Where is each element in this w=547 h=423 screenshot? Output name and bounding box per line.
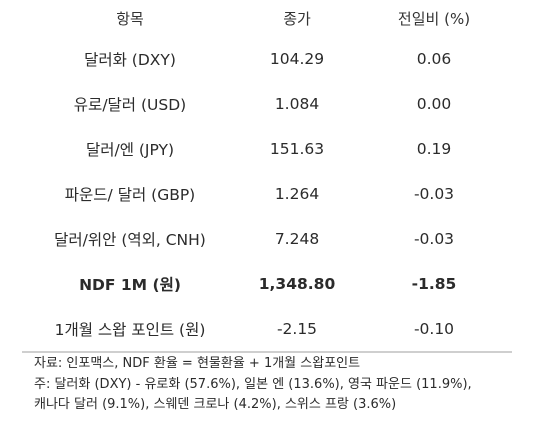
row-item: 1개월 스왑 포인트 (원): [22, 306, 238, 353]
row-close: 104.29: [269, 49, 325, 68]
row-change: 0.06: [416, 49, 452, 68]
table-row: 유로/달러 (USD) 1.084 0.00: [22, 81, 512, 126]
row-change: 0.00: [416, 94, 452, 113]
row-item: 달러/엔 (JPY): [85, 140, 175, 159]
row-item: 달러/위안 (역외, CNH): [54, 230, 206, 249]
table-row-highlight: NDF 1M (원) 1,348.80 -1.85: [22, 261, 512, 306]
row-change: -0.03: [413, 229, 455, 248]
table-row: 1개월 스왑 포인트 (원) -2.15 -0.10: [22, 306, 512, 353]
row-close: 151.63: [269, 139, 325, 158]
row-change: -0.10: [356, 306, 512, 353]
row-close: -2.15: [238, 306, 356, 353]
row-close: 7.248: [274, 229, 320, 248]
table-row: 달러/위안 (역외, CNH) 7.248 -0.03: [22, 216, 512, 261]
table-body: 달러화 (DXY) 104.29 0.06 유로/달러 (USD) 1.084 …: [22, 36, 512, 353]
header-change: 전일비 (%): [397, 9, 471, 28]
header-row: 항목 종가 전일비 (%): [22, 0, 512, 36]
row-close: 1.084: [274, 94, 320, 113]
row-change: 0.19: [416, 139, 452, 158]
table-row: 달러화 (DXY) 104.29 0.06: [22, 36, 512, 81]
table-row: 달러/엔 (JPY) 151.63 0.19: [22, 126, 512, 171]
row-close: 1.264: [274, 184, 320, 203]
row-item: 파운드/ 달러 (GBP): [64, 185, 196, 204]
table-header: 항목 종가 전일비 (%): [22, 0, 512, 36]
row-item: NDF 1M (원): [79, 275, 181, 294]
row-item: 달러화 (DXY): [84, 50, 176, 69]
header-item: 항목: [116, 9, 144, 28]
fx-table: 항목 종가 전일비 (%) 달러화 (DXY) 104.29 0.06 유로/달…: [22, 0, 512, 353]
row-change: -1.85: [411, 274, 457, 293]
row-item: 유로/달러 (USD): [73, 95, 187, 114]
footnote-line: 주: 달러화 (DXY) - 유로화 (57.6%), 일본 엔 (13.6%)…: [34, 376, 472, 392]
header-close: 종가: [283, 9, 311, 28]
footnote-line: 캐나다 달러 (9.1%), 스웨덴 크로나 (4.2%), 스위스 프랑 (3…: [34, 397, 397, 412]
table-notes: 자료: 인포맥스, NDF 환율 = 현물환율 + 1개월 스왑포인트 주: 달…: [34, 354, 539, 416]
source-note: 자료: 인포맥스, NDF 환율 = 현물환율 + 1개월 스왑포인트: [34, 356, 361, 371]
row-change: -0.03: [413, 184, 455, 203]
table-row: 파운드/ 달러 (GBP) 1.264 -0.03: [22, 171, 512, 216]
row-close: 1,348.80: [258, 274, 336, 293]
